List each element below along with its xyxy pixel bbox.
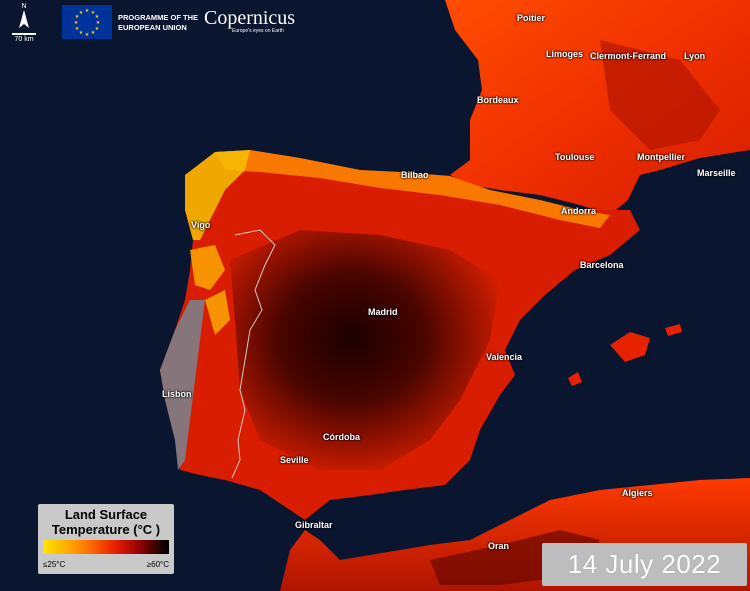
- svg-text:★: ★: [91, 10, 96, 16]
- acquisition-date: 14 July 2022: [542, 543, 747, 586]
- scale-bar: [12, 33, 36, 35]
- programme-line-2: EUROPEAN UNION: [118, 23, 187, 32]
- city-label-poitier: Poitier: [517, 13, 546, 23]
- city-label-lyon: Lyon: [684, 51, 706, 61]
- svg-text:★: ★: [96, 20, 101, 26]
- france-dark-patches: [600, 40, 720, 150]
- city-label-andorra: Andorra: [561, 206, 597, 216]
- svg-text:★: ★: [95, 14, 100, 20]
- galicia-cool-area: [185, 150, 250, 240]
- city-label-seville: Seville: [280, 455, 309, 465]
- north-label: N: [21, 3, 27, 10]
- city-label-bilbao: Bilbao: [401, 170, 429, 180]
- copernicus-logo: Copernicus Europe's eyes on Earth: [204, 8, 295, 34]
- north-coast-cool-band: [215, 150, 610, 228]
- city-label-valencia: Valencia: [486, 352, 523, 362]
- svg-text:★: ★: [79, 10, 84, 16]
- city-label-toulouse: Toulouse: [555, 152, 595, 162]
- temperature-legend: Land Surface Temperature (°C ) ≤25°C ≥60…: [38, 504, 174, 574]
- eu-programme-text: PROGRAMME OF THE EUROPEAN UNION: [118, 13, 198, 33]
- atlantic-coast-patches: [190, 245, 230, 335]
- legend-max-label: ≥60°C: [146, 560, 169, 569]
- city-label-gibraltar: Gibraltar: [295, 520, 333, 530]
- portugal-coast-grey: [160, 300, 205, 470]
- svg-text:★: ★: [79, 30, 84, 36]
- menorca: [665, 324, 682, 336]
- city-label-marseille: Marseille: [697, 168, 736, 178]
- ibiza: [568, 372, 582, 386]
- city-label-vigo: Vigo: [191, 220, 211, 230]
- city-label-lisbon: Lisbon: [162, 389, 192, 399]
- legend-title: Land Surface Temperature (°C ): [38, 504, 174, 537]
- svg-text:★: ★: [75, 26, 80, 32]
- iberia-hot-core: [230, 230, 500, 470]
- city-label-limoges: Limoges: [546, 49, 584, 59]
- city-label-montpellier: Montpellier: [637, 152, 686, 162]
- city-label-barcelona: Barcelona: [580, 260, 624, 270]
- city-label-clermont-ferrand: Clermont-Ferrand: [590, 51, 667, 61]
- france-landmass: [445, 0, 750, 215]
- city-label-algiers: Algiers: [622, 488, 653, 498]
- legend-min-label: ≤25°C: [43, 560, 66, 569]
- legend-title-line-1: Land Surface: [64, 507, 148, 522]
- programme-line-1: PROGRAMME OF THE: [118, 13, 198, 22]
- svg-text:★: ★: [74, 20, 79, 26]
- copernicus-wordmark: Copernicus: [204, 7, 296, 29]
- eu-flag-logo: ★ ★ ★ ★ ★ ★ ★ ★ ★ ★ ★ ★: [62, 5, 112, 39]
- legend-color-ramp: [43, 540, 169, 554]
- north-arrow-scale: N 70 km: [6, 3, 42, 43]
- spain-portugal-border: [231, 229, 276, 479]
- city-label-cordoba: Córdoba: [323, 432, 360, 442]
- city-label-bordeaux: Bordeaux: [477, 95, 519, 105]
- svg-text:★: ★: [75, 14, 80, 20]
- svg-text:★: ★: [85, 32, 90, 38]
- city-label-madrid: Madrid: [368, 307, 398, 317]
- svg-text:★: ★: [95, 26, 100, 32]
- legend-title-line-2: Temperature (°C ): [51, 522, 161, 537]
- svg-text:★: ★: [91, 30, 96, 36]
- copernicus-tagline: Europe's eyes on Earth: [232, 28, 284, 34]
- north-arrow-icon: [19, 10, 29, 28]
- city-label-oran: Oran: [488, 541, 510, 551]
- mallorca: [610, 332, 650, 362]
- svg-text:★: ★: [85, 8, 90, 14]
- scale-distance: 70 km: [14, 36, 34, 43]
